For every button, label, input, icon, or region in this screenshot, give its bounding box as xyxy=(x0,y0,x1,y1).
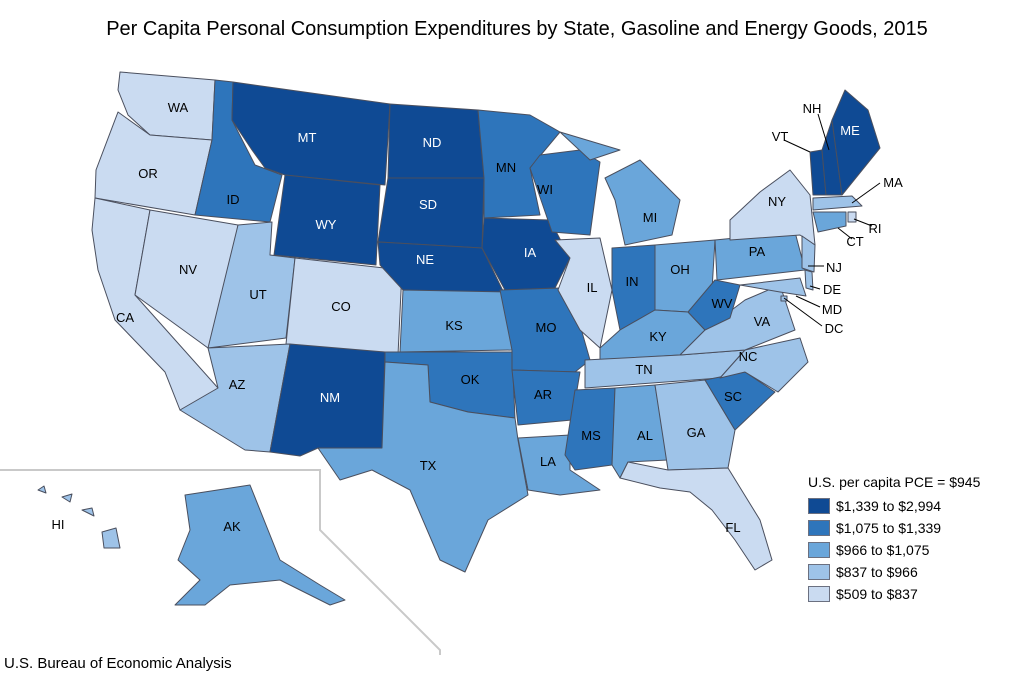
state-label-pa: PA xyxy=(749,244,766,259)
state-label-ms: MS xyxy=(581,428,601,443)
state-fl xyxy=(619,461,773,571)
state-label-hi: HI xyxy=(52,517,65,532)
state-label-va: VA xyxy=(754,314,771,329)
legend-swatch xyxy=(808,542,830,558)
state-mn xyxy=(477,109,561,219)
state-label-id: ID xyxy=(227,192,240,207)
state-label-wa: WA xyxy=(168,100,189,115)
map-title: Per Capita Personal Consumption Expendit… xyxy=(106,18,928,40)
state-label-wi: WI xyxy=(537,182,553,197)
state-label-or: OR xyxy=(138,166,158,181)
state-label-in: IN xyxy=(626,274,639,289)
state-label-ky: KY xyxy=(649,329,667,344)
state-label-sd: SD xyxy=(419,197,437,212)
state-nj xyxy=(801,235,816,273)
leader-lines xyxy=(783,113,881,327)
state-label-nj: NJ xyxy=(826,260,842,275)
state-ct xyxy=(812,211,847,233)
state-label-tx: TX xyxy=(420,458,437,473)
legend-item: $966 to $1,075 xyxy=(808,539,980,561)
states-layer xyxy=(37,71,881,606)
state-label-ca: CA xyxy=(116,310,134,325)
state-tx xyxy=(317,361,529,573)
legend-item: $1,075 to $1,339 xyxy=(808,517,980,539)
state-ri xyxy=(847,211,857,223)
legend-title: U.S. per capita PCE = $945 xyxy=(808,474,981,490)
state-label-al: AL xyxy=(637,428,653,443)
state-label-wv: WV xyxy=(712,296,733,311)
state-label-la: LA xyxy=(540,454,556,469)
state-label-nh: NH xyxy=(803,101,822,116)
state-wv xyxy=(687,279,741,331)
state-label-mo: MO xyxy=(536,320,557,335)
state-il xyxy=(554,237,613,349)
legend-label: $1,339 to $2,994 xyxy=(836,498,942,514)
state-label-de: DE xyxy=(823,282,841,297)
state-label-ma: MA xyxy=(883,175,903,190)
state-label-ok: OK xyxy=(461,372,480,387)
state-label-mi: MI xyxy=(643,210,657,225)
state-label-ne: NE xyxy=(416,252,434,267)
state-label-mt: MT xyxy=(298,130,317,145)
state-label-nd: ND xyxy=(423,135,442,150)
state-de xyxy=(804,269,814,291)
state-label-ut: UT xyxy=(249,287,266,302)
state-me xyxy=(831,89,881,196)
labels-layer: WA OR CA NV ID MT WY UT CO AZ NM ND SD NE KS OK TX MN IA MO… xyxy=(52,100,904,535)
state-label-ri: RI xyxy=(869,221,882,236)
state-label-ny: NY xyxy=(768,194,786,209)
state-label-ia: IA xyxy=(524,245,537,260)
state-label-wy: WY xyxy=(316,217,337,232)
legend-swatch xyxy=(808,520,830,536)
state-va xyxy=(679,284,796,356)
legend-swatch xyxy=(808,498,830,514)
legend-label: $966 to $1,075 xyxy=(836,542,930,558)
state-label-nv: NV xyxy=(179,262,197,277)
state-label-me: ME xyxy=(840,123,860,138)
state-ny xyxy=(729,169,816,246)
state-label-nm: NM xyxy=(320,390,340,405)
state-label-co: CO xyxy=(331,299,351,314)
state-label-ak: AK xyxy=(223,519,241,534)
state-label-dc: DC xyxy=(825,321,844,336)
state-mi xyxy=(559,131,681,246)
legend: U.S. per capita PCE = $945 $1,339 to $2,… xyxy=(808,474,980,605)
state-label-mn: MN xyxy=(496,160,516,175)
source-credit: U.S. Bureau of Economic Analysis xyxy=(4,655,232,672)
legend-swatch xyxy=(808,564,830,580)
state-ak xyxy=(174,484,346,606)
legend-label: $837 to $966 xyxy=(836,564,918,580)
state-wy xyxy=(273,174,381,266)
state-label-oh: OH xyxy=(670,262,690,277)
state-hi xyxy=(37,485,121,549)
state-label-tn: TN xyxy=(635,362,652,377)
state-ga xyxy=(654,379,736,471)
state-label-az: AZ xyxy=(229,377,246,392)
state-sd xyxy=(377,177,485,249)
state-label-sc: SC xyxy=(724,389,742,404)
state-label-vt: VT xyxy=(772,129,789,144)
legend-swatch xyxy=(808,586,830,602)
state-ma xyxy=(812,195,863,211)
state-ms xyxy=(564,387,616,471)
legend-label: $1,075 to $1,339 xyxy=(836,520,942,536)
inset-frame xyxy=(0,469,441,655)
state-label-ks: KS xyxy=(445,318,463,333)
state-label-ga: GA xyxy=(687,425,706,440)
state-label-md: MD xyxy=(822,302,842,317)
legend-item: $509 to $837 xyxy=(808,583,980,605)
legend-item: $837 to $966 xyxy=(808,561,980,583)
state-label-nc: NC xyxy=(739,349,758,364)
legend-item: $1,339 to $2,994 xyxy=(808,495,980,517)
state-label-il: IL xyxy=(587,280,598,295)
state-label-fl: FL xyxy=(725,520,740,535)
state-md xyxy=(739,277,807,297)
legend-label: $509 to $837 xyxy=(836,586,918,602)
state-label-ar: AR xyxy=(534,387,552,402)
